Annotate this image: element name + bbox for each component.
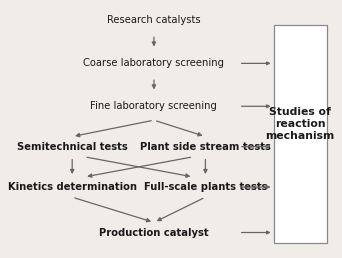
Bar	[274, 26, 327, 243]
Text: Research catalysts: Research catalysts	[107, 15, 201, 26]
Text: Production catalyst: Production catalyst	[99, 228, 209, 238]
Text: Studies of
reaction
mechanism: Studies of reaction mechanism	[265, 107, 335, 141]
Text: Coarse laboratory screening: Coarse laboratory screening	[83, 58, 224, 68]
Text: Fine laboratory screening: Fine laboratory screening	[91, 101, 218, 111]
Text: Plant side stream tests: Plant side stream tests	[140, 142, 271, 152]
Text: Kinetics determination: Kinetics determination	[8, 182, 137, 192]
Text: Semitechnical tests: Semitechnical tests	[17, 142, 128, 152]
Text: Full-scale plants tests: Full-scale plants tests	[144, 182, 267, 192]
